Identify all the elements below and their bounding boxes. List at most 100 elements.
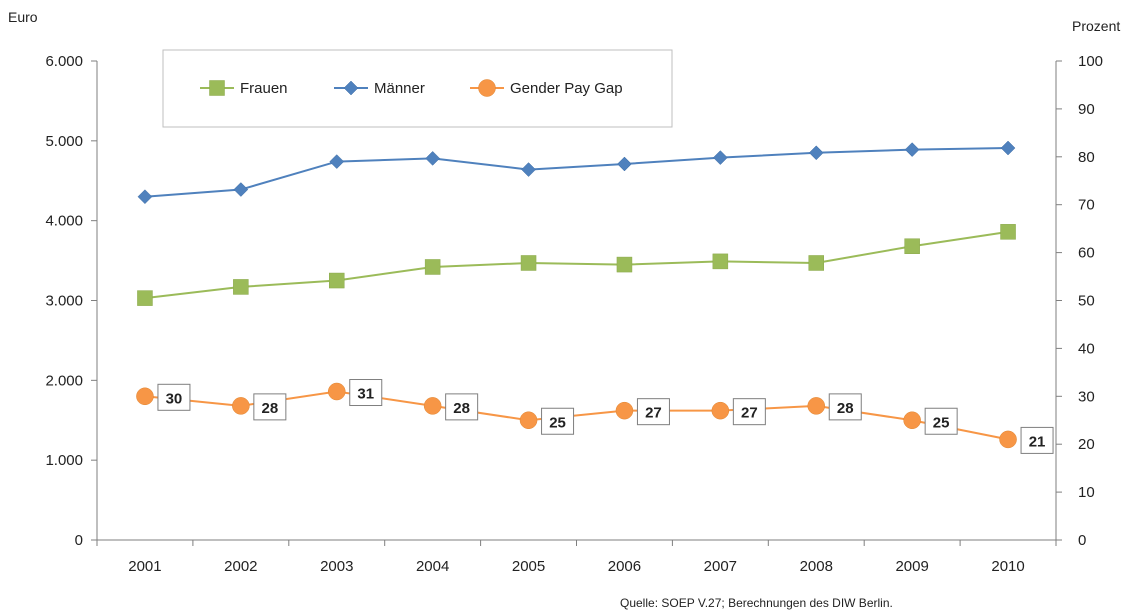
- series-point: [423, 397, 442, 415]
- series-point: [616, 256, 633, 273]
- series-frauen: [137, 224, 1016, 306]
- legend-marker: [209, 80, 225, 96]
- data-label-box: [636, 398, 670, 426]
- y-right-tick-label: 20: [1078, 436, 1095, 453]
- series-point: [999, 430, 1017, 449]
- data-label-box: [349, 379, 383, 407]
- series-point: [425, 151, 441, 166]
- data-label: 30: [166, 390, 183, 407]
- y-left-tick-label: 2.000: [45, 372, 83, 389]
- x-tick-label: 2007: [704, 558, 737, 575]
- series-point: [424, 259, 441, 275]
- data-label: 31: [357, 386, 374, 403]
- y-right-tick-label: 10: [1078, 484, 1095, 501]
- data-label: 28: [837, 400, 854, 417]
- y-left-tick-label: 3.000: [45, 293, 83, 310]
- series-point: [904, 238, 920, 254]
- series-point: [615, 401, 634, 420]
- series-point: [808, 255, 824, 271]
- legend: Frauen Männer Gender Pay Gap: [162, 49, 673, 128]
- series-point: [712, 253, 729, 270]
- y-right-tick-label: 80: [1078, 149, 1095, 166]
- data-label-box: [732, 398, 766, 426]
- series-point: [329, 272, 345, 289]
- series-gender-pay-gap: 30 28 31 28 25 27 27 28 25 21: [136, 379, 1054, 454]
- series-point: [808, 145, 824, 161]
- data-label-box: [445, 393, 479, 421]
- series-point: [807, 397, 825, 415]
- data-label-box: [541, 407, 575, 435]
- x-tick-label: 2001: [128, 558, 161, 575]
- series-point: [1000, 140, 1016, 156]
- series-point: [329, 154, 345, 169]
- series-point: [712, 150, 728, 165]
- series-point: [137, 189, 153, 205]
- x-tick-label: 2002: [224, 558, 257, 575]
- y-left-axis-title: Euro: [8, 9, 38, 25]
- series-point: [328, 382, 346, 401]
- data-label: 28: [262, 400, 279, 417]
- y-right-tick-label: 70: [1078, 197, 1095, 214]
- legend-marker: [343, 80, 359, 96]
- data-label-box: [253, 393, 287, 421]
- series-point: [711, 401, 730, 420]
- data-label-box: [924, 407, 958, 435]
- axes: 0 1.000 2.000 3.000 4.000 5.000 6.000 0 10 20 30 40…: [45, 53, 1103, 575]
- legend-item: Männer: [334, 80, 425, 97]
- y-left-tick-label: 0: [75, 532, 83, 549]
- data-label: 25: [933, 414, 950, 431]
- series-point: [617, 156, 632, 172]
- y-right-tick-label: 60: [1078, 245, 1095, 262]
- data-label-box: [828, 393, 862, 421]
- series-point: [903, 411, 921, 429]
- series-point: [136, 387, 154, 406]
- series-männer: [137, 140, 1016, 205]
- series-point: [519, 411, 538, 429]
- series-point: [1000, 224, 1016, 240]
- line-chart: Euro Prozent 0 1.000 2.000 3.000 4.000 5.000 6…: [8, 9, 1120, 575]
- source-note: Quelle: SOEP V.27; Berechnungen des DIW …: [620, 596, 893, 610]
- data-label: 28: [453, 400, 470, 417]
- legend-label: Männer: [374, 80, 425, 97]
- x-tick-label: 2006: [608, 558, 641, 575]
- y-left-tick-label: 4.000: [45, 213, 83, 230]
- data-label-box: [1020, 426, 1054, 454]
- legend-item: Frauen: [200, 80, 288, 97]
- series-point: [233, 279, 249, 295]
- x-tick-label: 2010: [991, 558, 1024, 575]
- y-right-tick-label: 30: [1078, 388, 1095, 405]
- series-point: [904, 142, 920, 157]
- y-right-tick-label: 100: [1078, 53, 1103, 70]
- y-left-tick-label: 6.000: [45, 53, 83, 70]
- x-tick-label: 2009: [895, 558, 928, 575]
- series-point: [520, 255, 537, 271]
- data-label: 25: [549, 414, 566, 431]
- y-right-tick-label: 40: [1078, 340, 1095, 357]
- legend-label: Frauen: [240, 80, 288, 97]
- data-label-box: [157, 383, 191, 411]
- y-right-tick-label: 50: [1078, 293, 1095, 310]
- y-left-tick-label: 1.000: [45, 452, 83, 469]
- x-tick-label: 2005: [512, 558, 545, 575]
- legend-item: Gender Pay Gap: [470, 79, 623, 97]
- data-label: 27: [645, 405, 662, 422]
- legend-box: [162, 49, 673, 128]
- series-layer: 30 28 31 28 25 27 27 28 25 21: [136, 140, 1054, 454]
- y-right-tick-label: 0: [1078, 532, 1086, 549]
- y-left-tick-label: 5.000: [45, 133, 83, 150]
- x-tick-label: 2004: [416, 558, 449, 575]
- series-point: [233, 182, 249, 197]
- series-point: [232, 397, 250, 415]
- series-line: [144, 230, 1009, 300]
- legend-marker: [478, 79, 496, 97]
- series-line: [144, 147, 1009, 198]
- x-tick-label: 2008: [800, 558, 833, 575]
- data-label: 27: [741, 405, 758, 422]
- series-line: [144, 390, 1009, 441]
- series-point: [137, 290, 153, 306]
- series-point: [521, 162, 536, 177]
- y-right-axis-title: Prozent: [1072, 18, 1120, 34]
- x-tick-label: 2003: [320, 558, 353, 575]
- y-right-tick-label: 90: [1078, 101, 1095, 118]
- legend-label: Gender Pay Gap: [510, 80, 623, 97]
